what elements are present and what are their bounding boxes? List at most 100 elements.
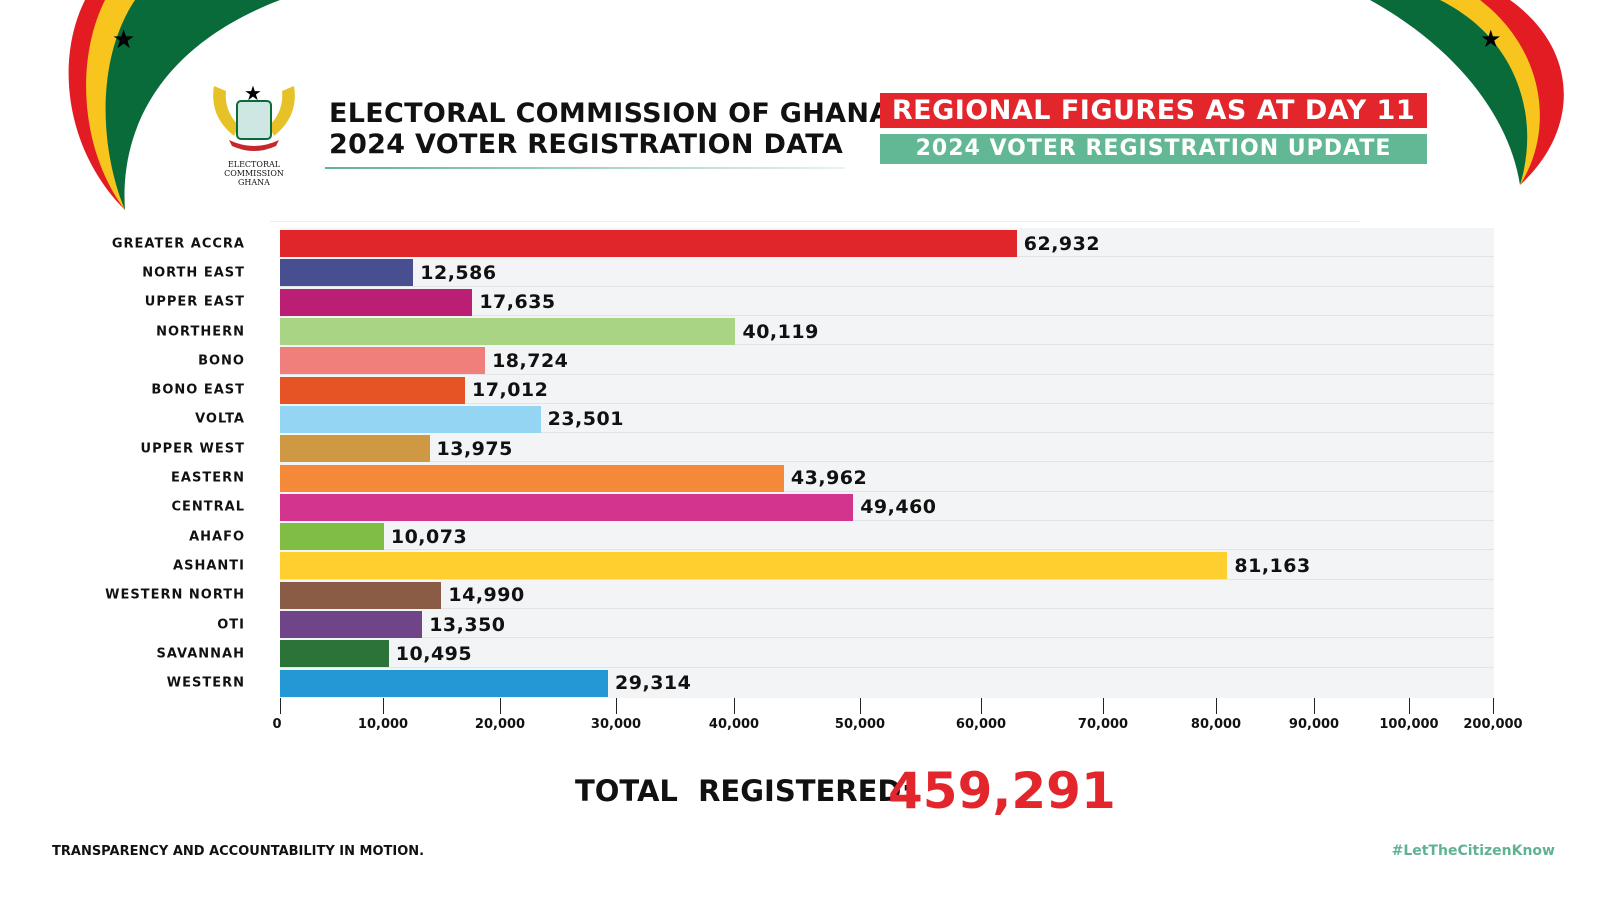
bar xyxy=(280,581,442,609)
value-label: 62,932 xyxy=(1023,232,1101,255)
value-label: 10,495 xyxy=(395,642,473,665)
category-label: OTI xyxy=(217,617,245,633)
value-label: 17,635 xyxy=(479,291,556,314)
category-label: BONO xyxy=(198,353,245,369)
day-banner: REGIONAL FIGURES AS AT DAY 11 xyxy=(880,93,1427,128)
category-label: GREATER ACCRA xyxy=(111,236,245,252)
update-banner: 2024 VOTER REGISTRATION UPDATE xyxy=(880,134,1427,164)
category-label: NORTH EAST xyxy=(142,265,245,281)
x-tick xyxy=(500,698,501,714)
footer-tagline: TRANSPARENCY AND ACCOUNTABILITY IN MOTIO… xyxy=(52,844,425,859)
value-label: 14,990 xyxy=(448,584,525,607)
row-divider xyxy=(280,607,1494,609)
star-icon: ★ xyxy=(1480,25,1502,53)
bar xyxy=(280,435,430,463)
bar xyxy=(280,405,541,433)
bar xyxy=(280,523,384,551)
bar xyxy=(280,611,423,639)
x-tick xyxy=(1216,698,1217,714)
x-tick xyxy=(1493,698,1494,714)
bar xyxy=(280,640,389,668)
row-divider xyxy=(280,549,1494,551)
category-label: VOLTA xyxy=(195,411,245,427)
bar xyxy=(280,493,854,521)
category-label: AHAFO xyxy=(189,529,245,545)
value-label: 10,073 xyxy=(390,525,468,548)
chart-divider xyxy=(270,221,1360,222)
total-value: 459,291 xyxy=(888,762,1116,820)
value-label: 23,501 xyxy=(547,408,624,431)
bar xyxy=(280,347,486,375)
row-divider xyxy=(280,520,1494,521)
title-divider xyxy=(325,167,845,169)
x-tick xyxy=(616,698,617,714)
value-label: 40,119 xyxy=(742,320,819,343)
plot-area xyxy=(280,228,1494,698)
bar xyxy=(280,376,466,404)
category-label: WESTERN NORTH xyxy=(105,587,245,603)
bar xyxy=(280,318,736,346)
row-divider xyxy=(280,666,1494,668)
bar xyxy=(280,288,473,316)
x-tick xyxy=(383,698,384,714)
x-tick xyxy=(280,698,281,714)
bar xyxy=(280,464,784,492)
category-label: EASTERN xyxy=(171,470,245,486)
category-label: ASHANTI xyxy=(173,558,245,574)
value-label: 49,460 xyxy=(860,496,937,519)
total-label: TOTAL REGISTERED: xyxy=(575,774,914,808)
row-divider xyxy=(280,461,1494,463)
category-label: CENTRAL xyxy=(171,499,245,515)
value-label: 43,962 xyxy=(790,467,868,490)
row-divider xyxy=(280,402,1494,404)
category-label: WESTERN xyxy=(166,675,245,691)
svg-text:★: ★ xyxy=(244,81,262,105)
category-label: BONO EAST xyxy=(151,382,245,398)
x-tick-label: 200,000 xyxy=(1463,717,1523,732)
x-tick-label: 10,000 xyxy=(357,717,409,732)
value-label: 29,314 xyxy=(615,672,692,695)
row-divider xyxy=(280,432,1494,434)
star-icon: ★ xyxy=(112,25,135,55)
x-tick-label: 30,000 xyxy=(590,717,642,732)
ghana-flag-ribbon-left: ★ xyxy=(68,0,280,210)
ec-logo: ★ ELECTORAL COMMISSION GHANA xyxy=(198,76,310,187)
category-label: UPPER WEST xyxy=(140,441,245,457)
x-tick-label: 20,000 xyxy=(474,717,526,732)
category-label: NORTHERN xyxy=(156,324,245,340)
x-tick-label: 70,000 xyxy=(1077,717,1129,732)
x-tick-label: 40,000 xyxy=(708,717,760,732)
x-tick xyxy=(1409,698,1410,714)
x-tick-label: 0 xyxy=(272,717,282,732)
bar xyxy=(280,552,1228,580)
ghana-flag-ribbon-right: ★ xyxy=(1370,0,1564,185)
coat-of-arms-icon: ★ xyxy=(213,81,295,151)
x-tick xyxy=(860,698,861,714)
x-tick-label: 90,000 xyxy=(1288,717,1340,732)
category-label: UPPER EAST xyxy=(144,294,245,310)
x-tick-label: 60,000 xyxy=(955,717,1007,732)
value-label: 17,012 xyxy=(472,379,549,402)
footer-hashtag: #LetTheCitizenKnow xyxy=(1391,843,1555,859)
value-label: 13,350 xyxy=(429,613,506,636)
row-divider xyxy=(280,344,1494,346)
row-divider xyxy=(280,490,1494,492)
page-subtitle: 2024 VOTER REGISTRATION DATA xyxy=(329,129,844,160)
page-title: ELECTORAL COMMISSION OF GHANA xyxy=(329,98,891,129)
bar xyxy=(280,230,1017,258)
category-label: SAVANNAH xyxy=(156,646,245,662)
bar xyxy=(280,259,414,287)
row-divider xyxy=(280,373,1494,375)
x-tick xyxy=(734,698,735,714)
x-tick-label: 80,000 xyxy=(1190,717,1242,732)
x-tick-label: 100,000 xyxy=(1379,717,1439,732)
x-tick xyxy=(1314,698,1315,714)
value-label: 18,724 xyxy=(492,349,569,372)
row-divider xyxy=(280,314,1494,316)
value-label: 13,975 xyxy=(436,437,513,460)
row-divider xyxy=(280,285,1494,287)
value-label: 81,163 xyxy=(1234,554,1311,577)
x-tick xyxy=(981,698,982,714)
row-divider xyxy=(280,637,1494,639)
x-tick xyxy=(1103,698,1104,714)
